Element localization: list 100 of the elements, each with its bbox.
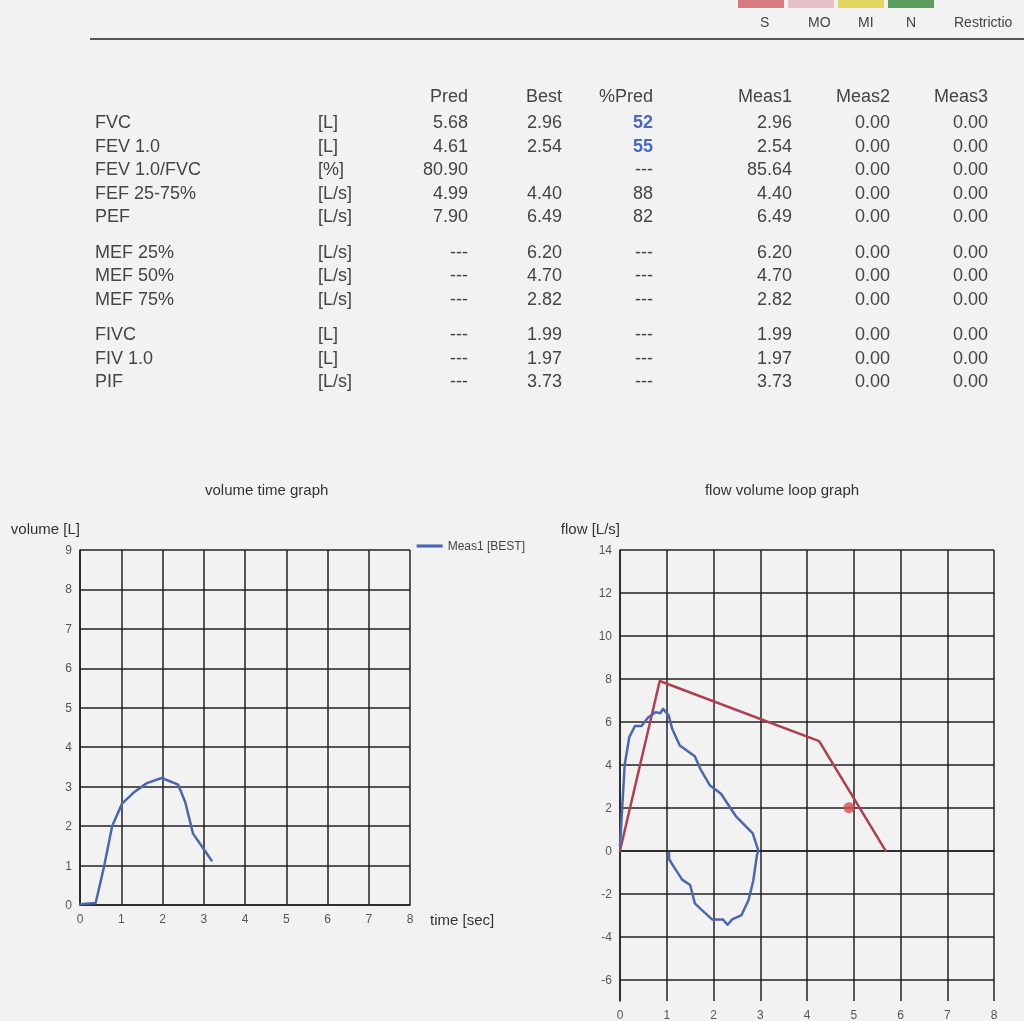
text: Meas2: [835, 86, 890, 107]
text: 0.00: [854, 324, 890, 345]
x-tick-label: 4: [803, 1008, 811, 1021]
text: 0.00: [854, 288, 890, 310]
text: 0.00: [952, 135, 988, 157]
x-tick-label: 8: [990, 1008, 998, 1021]
text: ---: [450, 241, 468, 263]
text: %Pred: [598, 86, 653, 107]
text: FEF 25-75%: [95, 182, 197, 204]
text: FEV 1.0: [95, 135, 161, 157]
text: S: [760, 14, 770, 30]
x-tick-label: 0: [76, 912, 84, 926]
y-tick-label: 4: [605, 757, 613, 772]
x-tick-label: 7: [365, 912, 373, 926]
text: 4.99: [432, 182, 468, 204]
text: 4.40: [526, 182, 562, 204]
text: 0.00: [854, 159, 890, 180]
text: 0.00: [854, 265, 890, 286]
text: [L]: [318, 135, 339, 157]
text: 6.49: [756, 206, 792, 227]
text: MI: [858, 14, 874, 30]
text: 2.96: [756, 112, 792, 133]
text: Meas1: [737, 86, 792, 107]
text: 6.20: [756, 241, 792, 263]
text: 0.00: [952, 182, 988, 204]
y-tick-label: 3: [65, 779, 73, 794]
text: 4.70: [756, 265, 792, 286]
y-tick-label: 6: [65, 661, 73, 676]
x-tick-label: 4: [241, 912, 249, 926]
text: ---: [635, 265, 653, 286]
text: FEV 1.0/FVC: [95, 159, 202, 180]
text: Meas3: [933, 86, 988, 107]
text: 4.61: [432, 135, 468, 157]
text: 2.82: [756, 288, 792, 310]
text: 3.73: [756, 371, 792, 392]
y-tick-label: -4: [601, 929, 613, 944]
text: 2.82: [526, 288, 562, 310]
x-tick-label: 2: [159, 912, 167, 926]
text: MO: [808, 14, 831, 30]
text: 2.54: [756, 135, 792, 157]
y-tick-label: -6: [601, 972, 613, 987]
x-tick-label: 1: [663, 1008, 671, 1021]
x-tick-label: 2: [710, 1008, 718, 1021]
text: [L/s]: [318, 206, 353, 227]
y-axis-title: flow [L/s]: [560, 520, 620, 537]
y-tick-label: 0: [605, 843, 613, 858]
text: 1.97: [526, 347, 562, 369]
text: MEF 75%: [95, 288, 175, 310]
text: 88: [632, 182, 653, 204]
text: Restrictio: [954, 14, 1013, 30]
text: 80.90: [422, 159, 468, 180]
x-tick-label: 6: [897, 1008, 905, 1021]
text: ---: [450, 265, 468, 286]
y-tick-label: 10: [598, 628, 613, 643]
text: ---: [450, 347, 468, 369]
text: 0.00: [854, 371, 890, 392]
legend-label: Meas1 [BEST]: [447, 539, 526, 553]
y-tick-label: -2: [601, 886, 613, 901]
text: 0.00: [952, 371, 988, 392]
text: ---: [635, 241, 653, 263]
text: [L/s]: [318, 241, 353, 263]
text: 0.00: [854, 206, 890, 227]
x-tick-label: 6: [324, 912, 332, 926]
text: MEF 50%: [95, 265, 175, 286]
text: 6.20: [526, 241, 562, 263]
y-tick-label: 5: [65, 700, 73, 715]
text: ---: [635, 288, 653, 310]
x-tick-label: 1: [117, 912, 125, 926]
text: 2.96: [526, 112, 562, 133]
text: [L/s]: [318, 182, 353, 204]
text: N: [906, 14, 917, 30]
text: PEF: [95, 206, 131, 227]
chart-title: volume time graph: [205, 481, 329, 498]
text: 0.00: [854, 347, 890, 369]
text: ---: [450, 324, 468, 345]
x-tick-label: 5: [282, 912, 290, 926]
text: 4.40: [756, 182, 792, 204]
x-axis-title: time [sec]: [430, 911, 495, 928]
text: PIF: [95, 371, 124, 392]
text: 0.00: [952, 265, 988, 286]
text: [L]: [318, 112, 339, 133]
y-tick-label: 2: [605, 800, 613, 815]
text: [L]: [318, 347, 339, 369]
text: 52: [632, 112, 653, 133]
text: 85.64: [746, 159, 792, 180]
text: 1.97: [756, 347, 792, 369]
text: 6.49: [526, 206, 562, 227]
y-tick-label: 14: [598, 543, 613, 557]
text: [L]: [318, 324, 339, 345]
text: 1.99: [756, 324, 792, 345]
x-tick-label: 3: [200, 912, 208, 926]
text: ---: [635, 324, 653, 345]
text: ---: [635, 347, 653, 369]
y-tick-label: 4: [65, 740, 73, 755]
y-tick-label: 9: [65, 543, 73, 557]
x-tick-label: 0: [616, 1008, 624, 1021]
text: 0.00: [952, 159, 988, 180]
line-series: [78, 776, 213, 906]
y-axis-title: volume [L]: [10, 520, 80, 537]
text: ---: [450, 371, 468, 392]
